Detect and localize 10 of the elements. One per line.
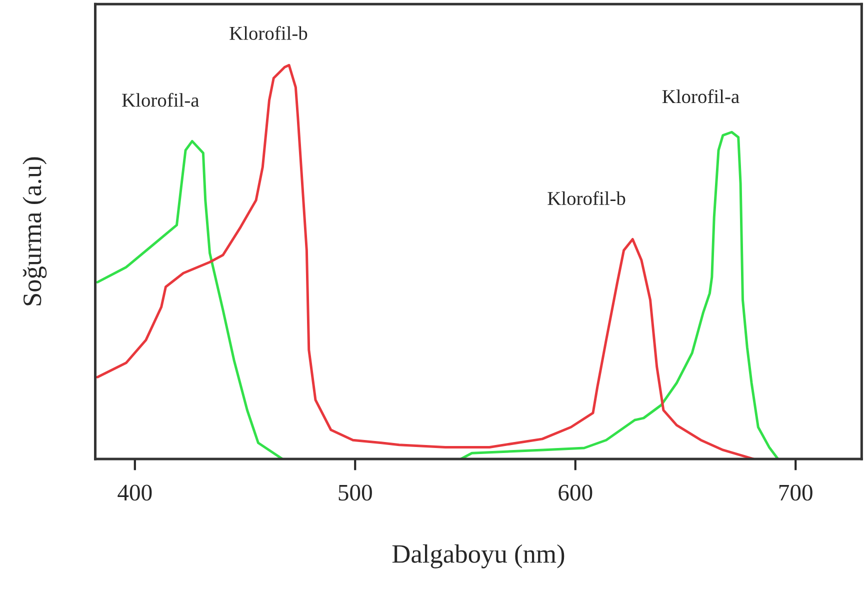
x-tick-label: 400 (118, 484, 152, 501)
x-tick-label: 700 (779, 484, 812, 501)
x-axis-title: Dalgaboyu (nm) (392, 544, 564, 568)
x-tick-label: 500 (338, 484, 372, 501)
annotation: Klorofil-a (122, 92, 200, 107)
y-axis-title: Soğurma (a.u) (22, 157, 47, 306)
x-tick-label: 600 (558, 484, 592, 501)
text: Klorofil-b (230, 26, 308, 40)
annotation: Klorofil-a (662, 89, 740, 104)
annotation: Klorofil-b (548, 191, 626, 206)
